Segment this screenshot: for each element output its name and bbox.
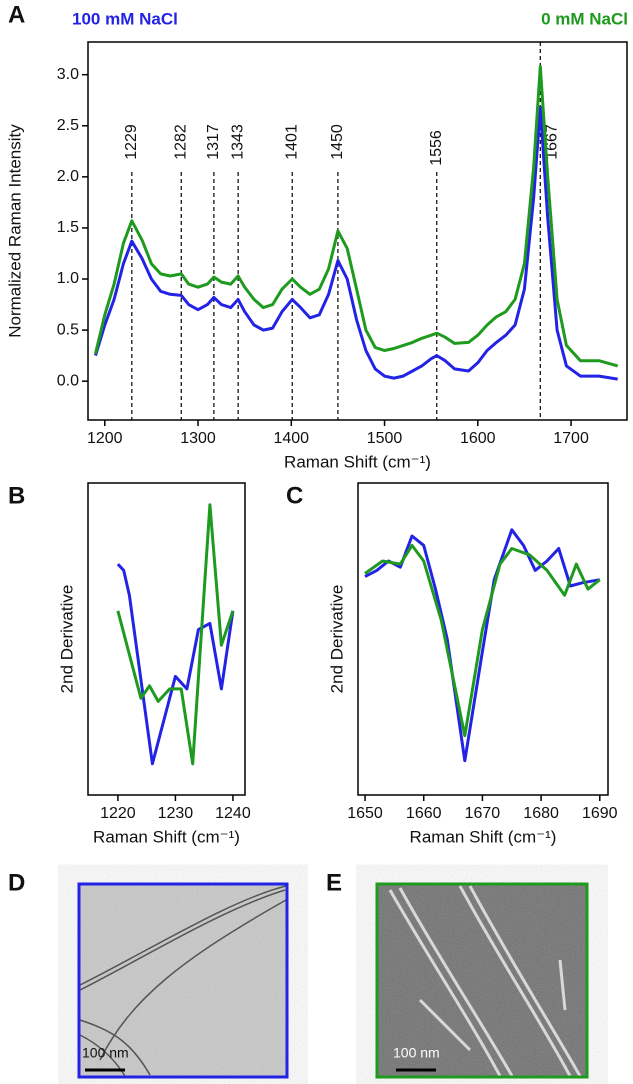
fibrils: [388, 885, 582, 1077]
peak-label: 1450: [329, 124, 346, 160]
peak-label: 1667: [543, 124, 560, 160]
panel-label: E: [326, 869, 342, 896]
y-tick-label: 0.5: [57, 321, 79, 338]
scale-label: 100 nm: [82, 1045, 129, 1061]
x-tick-label: 1660: [406, 805, 442, 822]
legend-label: 0 mM NaCl: [541, 9, 628, 28]
x-tick-label: 1700: [553, 430, 589, 447]
panel-label: B: [8, 482, 25, 509]
x-tick-label: 1220: [100, 805, 136, 822]
x-axis-label: Raman Shift (cm⁻¹): [284, 452, 431, 471]
image-border: [375, 882, 589, 1079]
y-tick-label: 3.0: [57, 66, 79, 83]
x-tick-label: 1690: [582, 805, 618, 822]
peak-label: 1229: [123, 124, 140, 160]
panel-label: A: [8, 1, 25, 28]
fibrils: [79, 885, 287, 1077]
plot-frame: [87, 41, 628, 421]
series-line: [94, 65, 619, 368]
series-line: [116, 563, 235, 766]
scale-label: 100 nm: [393, 1045, 440, 1061]
y-tick-label: 0.0: [57, 372, 79, 389]
x-tick-label: 1600: [460, 430, 496, 447]
peak-label: 1282: [172, 124, 189, 160]
micrograph-d: 100 nm D: [8, 869, 289, 1079]
y-axis-label: 2nd Derivative: [57, 585, 76, 694]
series-line: [94, 105, 618, 381]
peak-label: 1556: [428, 130, 445, 166]
panel-label: C: [286, 482, 303, 509]
x-tick-label: 1200: [87, 430, 123, 447]
image-border: [77, 882, 289, 1079]
peak-label: 1317: [205, 124, 222, 160]
y-tick-label: 1.0: [57, 270, 79, 287]
peak-label: 1401: [283, 124, 300, 160]
x-tick-label: 1240: [215, 805, 251, 822]
series-line: [364, 528, 601, 763]
legend-label: 100 mM NaCl: [72, 9, 178, 28]
x-tick-label: 1500: [367, 430, 403, 447]
series-line: [116, 503, 235, 766]
x-tick-label: 1300: [180, 430, 216, 447]
x-axis-label: Raman Shift (cm⁻¹): [410, 827, 557, 846]
x-tick-label: 1680: [523, 805, 559, 822]
x-tick-label: 1670: [465, 805, 501, 822]
y-axis-label: 2nd Derivative: [327, 585, 346, 694]
micrograph-e: 100 nm E: [326, 869, 589, 1079]
panel-label: D: [8, 869, 25, 896]
plot-frame: [87, 482, 246, 796]
image-noise: [79, 884, 287, 1077]
x-tick-label: 1650: [347, 805, 383, 822]
series-line: [364, 543, 601, 738]
y-axis-label: Normalized Raman Intensity: [5, 124, 24, 338]
peak-label: 1343: [229, 124, 246, 160]
x-tick-label: 1400: [273, 430, 309, 447]
y-tick-label: 1.5: [57, 219, 79, 236]
y-tick-label: 2.5: [57, 117, 79, 134]
x-axis-label: Raman Shift (cm⁻¹): [93, 827, 240, 846]
x-tick-label: 1230: [158, 805, 194, 822]
y-tick-label: 2.0: [57, 168, 79, 185]
